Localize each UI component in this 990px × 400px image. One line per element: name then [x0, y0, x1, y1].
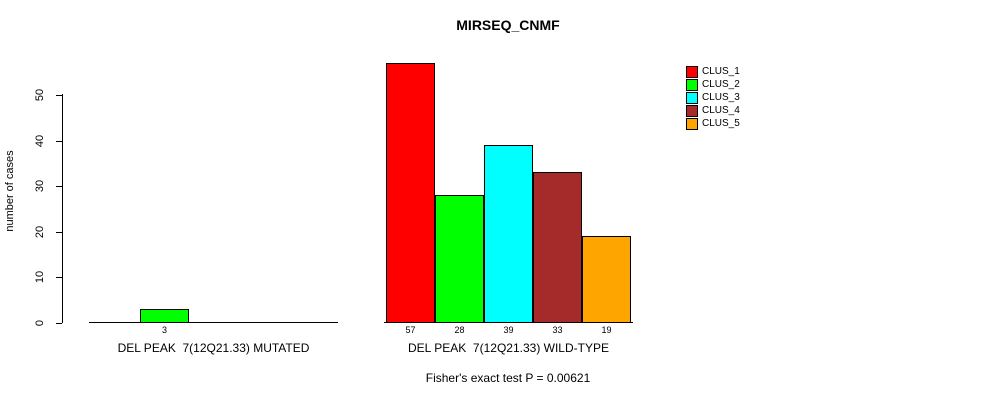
y-tick-label: 0: [34, 319, 46, 327]
bar-clus_5: [582, 236, 631, 323]
group-baseline: [89, 322, 338, 323]
bar-count: 33: [552, 325, 563, 335]
legend-swatch-clus_2: [686, 79, 698, 91]
legend-label: CLUS_4: [702, 105, 740, 116]
legend-swatch-clus_1: [686, 66, 698, 78]
y-tick: [56, 277, 62, 278]
y-axis-line: [62, 94, 63, 323]
bar-count: 57: [405, 325, 416, 335]
y-tick: [56, 141, 62, 142]
bar-clus_1: [386, 63, 435, 323]
bar-clus_2: [140, 309, 189, 323]
legend-label: CLUS_3: [702, 92, 740, 103]
legend-label: CLUS_1: [702, 66, 740, 77]
y-tick-label: 10: [34, 270, 46, 284]
legend-swatch-clus_3: [686, 92, 698, 104]
y-tick: [56, 95, 62, 96]
y-tick: [56, 323, 62, 324]
legend-swatch-clus_5: [686, 118, 698, 130]
bar-clus_2: [435, 195, 484, 323]
y-tick: [56, 186, 62, 187]
bar-clus_4: [533, 172, 582, 323]
bar-clus_3: [484, 145, 533, 323]
y-tick-label: 50: [34, 88, 46, 102]
y-tick: [56, 232, 62, 233]
y-tick-label: 20: [34, 225, 46, 239]
footer-annotation: Fisher's exact test P = 0.00621: [425, 371, 591, 385]
y-tick-label: 40: [34, 134, 46, 148]
legend-swatch-clus_4: [686, 105, 698, 117]
legend-label: CLUS_5: [702, 118, 740, 129]
group-label: DEL PEAK 7(12Q21.33) MUTATED: [117, 341, 310, 355]
chart-title: MIRSEQ_CNMF: [456, 17, 560, 33]
y-tick-label: 30: [34, 179, 46, 193]
bar-count: 39: [503, 325, 514, 335]
bar-count: 28: [454, 325, 465, 335]
bar-count: 3: [161, 325, 167, 335]
bar-count: 19: [601, 325, 612, 335]
group-label: DEL PEAK 7(12Q21.33) WILD-TYPE: [408, 341, 609, 355]
legend-label: CLUS_2: [702, 79, 740, 90]
